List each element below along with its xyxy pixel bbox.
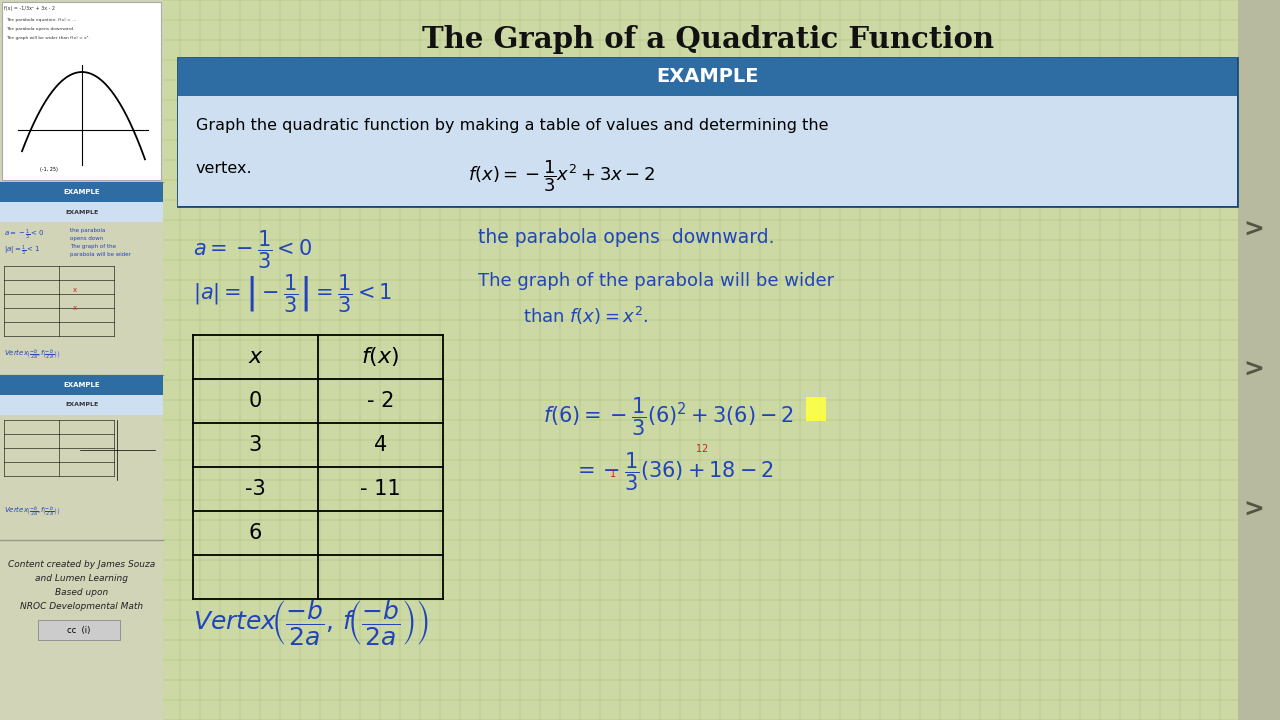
Text: $_1$: $_1$ — [609, 466, 617, 480]
Text: The graph of the parabola will be wider: The graph of the parabola will be wider — [477, 272, 835, 290]
FancyBboxPatch shape — [806, 397, 826, 421]
Text: Content created by James Souza: Content created by James Souza — [8, 560, 155, 569]
Text: vertex.: vertex. — [196, 161, 252, 176]
Text: $Vertex\!\left(\frac{-b}{2a},f\!\left(\frac{-b}{2a}\right)\right)$: $Vertex\!\left(\frac{-b}{2a},f\!\left(\f… — [4, 505, 60, 519]
Bar — [1238, 0, 1280, 720]
Text: NROC Developmental Math: NROC Developmental Math — [20, 602, 143, 611]
Text: $= -\dfrac{1}{3}(36) + 18 - 2$: $= -\dfrac{1}{3}(36) + 18 - 2$ — [573, 450, 774, 492]
Text: The parabola opens downward.: The parabola opens downward. — [6, 27, 74, 31]
Text: $f(x)$: $f(x)$ — [361, 346, 399, 369]
Bar — [178, 58, 1236, 96]
Bar — [0, 182, 163, 202]
Text: The graph will be wider than f(x) = x².: The graph will be wider than f(x) = x². — [6, 36, 90, 40]
Text: EXAMPLE: EXAMPLE — [65, 210, 99, 215]
Text: >: > — [1244, 358, 1265, 382]
Bar — [178, 96, 1236, 206]
Text: EXAMPLE: EXAMPLE — [63, 189, 100, 195]
Bar — [38, 620, 120, 640]
Text: EXAMPLE: EXAMPLE — [65, 402, 99, 408]
Text: $a=-\frac{1}{3}<0$: $a=-\frac{1}{3}<0$ — [4, 228, 44, 242]
Text: >: > — [1244, 498, 1265, 522]
Text: The graph of the: The graph of the — [70, 244, 116, 249]
Bar — [178, 58, 1236, 206]
Text: Graph the quadratic function by making a table of values and determining the: Graph the quadratic function by making a… — [196, 118, 828, 133]
Text: parabola will be wider: parabola will be wider — [70, 252, 131, 257]
Text: $x$: $x$ — [247, 347, 264, 367]
Bar — [3, 2, 161, 180]
Text: (-1, 25): (-1, 25) — [40, 167, 58, 172]
Text: the parabola opens  downward.: the parabola opens downward. — [477, 228, 774, 247]
Text: and Lumen Learning: and Lumen Learning — [35, 574, 128, 583]
Text: $f(6) = -\dfrac{1}{3}(6)^2 + 3(6) - 2$: $f(6) = -\dfrac{1}{3}(6)^2 + 3(6) - 2$ — [543, 395, 794, 438]
Text: f(x) = -1/3x² + 3x - 2: f(x) = -1/3x² + 3x - 2 — [4, 6, 55, 11]
Text: -3: -3 — [246, 479, 266, 499]
Text: 0: 0 — [248, 391, 262, 411]
Text: $^{12}$: $^{12}$ — [695, 444, 709, 458]
Text: >: > — [1244, 218, 1265, 242]
Text: $f(x) = -\dfrac{1}{3}x^2 + 3x - 2$: $f(x) = -\dfrac{1}{3}x^2 + 3x - 2$ — [468, 158, 655, 194]
Bar — [0, 395, 163, 415]
Text: 6: 6 — [248, 523, 262, 543]
Text: $|a|=\frac{1}{3}<1$: $|a|=\frac{1}{3}<1$ — [4, 244, 40, 258]
Text: cc  (i): cc (i) — [68, 626, 91, 634]
Bar — [0, 202, 163, 222]
Text: - 2: - 2 — [367, 391, 394, 411]
Text: x: x — [73, 305, 77, 311]
Bar — [0, 375, 163, 395]
Text: $a = -\dfrac{1}{3} < 0$: $a = -\dfrac{1}{3} < 0$ — [193, 228, 312, 271]
Text: $Vertex\!\left(\dfrac{-b}{2a},\, f\!\left(\dfrac{-b}{2a}\right)\right)$: $Vertex\!\left(\dfrac{-b}{2a},\, f\!\lef… — [193, 598, 429, 647]
Text: EXAMPLE: EXAMPLE — [657, 68, 759, 86]
Text: Based upon: Based upon — [55, 588, 108, 597]
Text: than $f(x) = x^2$.: than $f(x) = x^2$. — [524, 305, 649, 327]
Text: The Graph of a Quadratic Function: The Graph of a Quadratic Function — [421, 25, 993, 54]
Bar — [0, 0, 163, 720]
Text: - 11: - 11 — [360, 479, 401, 499]
Text: $|a| = \left|-\dfrac{1}{3}\right| = \dfrac{1}{3} < 1$: $|a| = \left|-\dfrac{1}{3}\right| = \dfr… — [193, 272, 392, 315]
Text: x: x — [73, 287, 77, 293]
Text: EXAMPLE: EXAMPLE — [63, 382, 100, 388]
Text: opens down: opens down — [70, 236, 104, 241]
Text: The parabola equation: f(x) = ...: The parabola equation: f(x) = ... — [6, 18, 77, 22]
Text: $Vertex\!\left(\frac{-b}{2a},f\!\left(\frac{-b}{2a}\right)\right)$: $Vertex\!\left(\frac{-b}{2a},f\!\left(\f… — [4, 348, 60, 362]
Text: 3: 3 — [248, 435, 262, 455]
Text: the parabola: the parabola — [70, 228, 105, 233]
Text: 4: 4 — [374, 435, 387, 455]
